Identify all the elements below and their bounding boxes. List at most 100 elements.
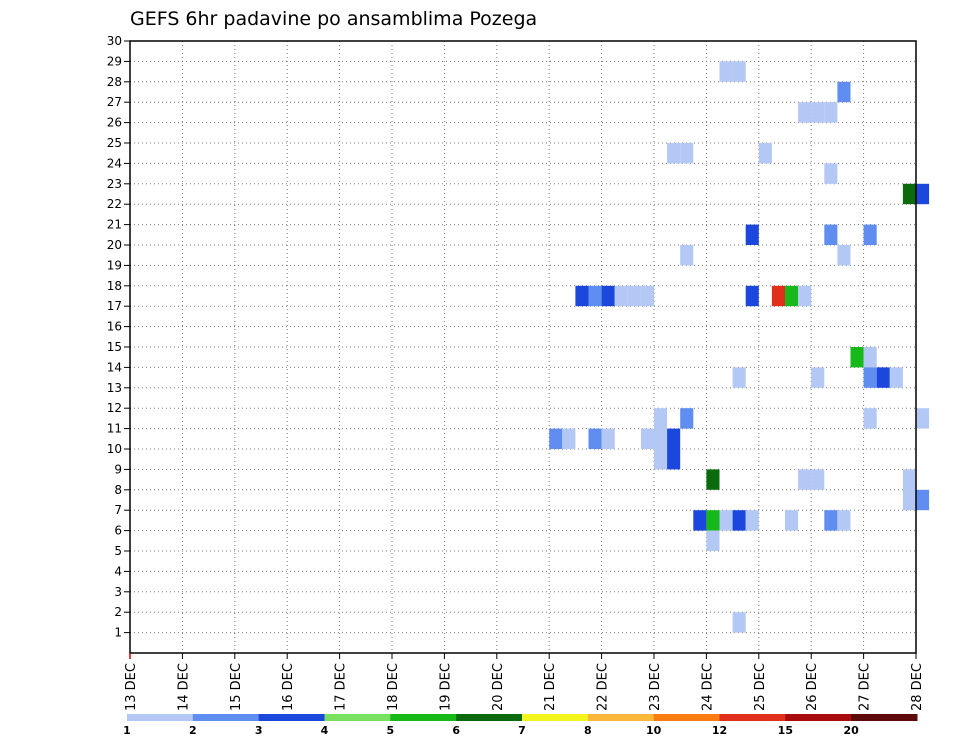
heatmap-cell — [837, 510, 851, 531]
y-tick-label: 12 — [107, 401, 122, 415]
heatmap-cell — [902, 183, 916, 205]
heatmap-cell — [785, 285, 799, 307]
x-tick-label: 20 DEC — [491, 663, 506, 711]
legend-label: 15 — [778, 724, 793, 737]
heatmap-cell — [654, 428, 668, 449]
heatmap-cell — [916, 183, 930, 205]
heatmap-cell — [680, 245, 694, 266]
y-tick-label: 22 — [107, 197, 122, 211]
heatmap-cell — [732, 61, 746, 82]
legend-label: 12 — [712, 724, 727, 737]
heatmap-cell — [771, 285, 785, 307]
x-tick-label: 28 DEC — [910, 663, 925, 711]
heatmap-cell — [824, 510, 838, 531]
heatmap-cell — [902, 469, 916, 490]
heatmap-cell — [811, 469, 825, 490]
legend-label: 3 — [255, 724, 263, 737]
legend-swatch — [719, 714, 786, 721]
heatmap-cell — [785, 510, 799, 531]
y-tick-label: 7 — [114, 503, 122, 517]
legend-swatch — [127, 714, 194, 721]
y-tick-label: 4 — [114, 564, 122, 578]
legend-swatch — [192, 714, 260, 721]
heatmap-cell — [575, 285, 589, 307]
y-tick-label: 20 — [107, 238, 122, 252]
heatmap-cell — [837, 245, 851, 266]
heatmap-cell — [863, 367, 877, 388]
heatmap-cell — [719, 510, 733, 531]
heatmap-cell — [745, 510, 759, 531]
x-tick-label: 23 DEC — [648, 663, 663, 711]
heatmap-cell — [889, 367, 903, 388]
y-tick-label: 5 — [114, 544, 122, 558]
y-tick-label: 18 — [107, 279, 122, 293]
y-tick-label: 14 — [107, 360, 122, 374]
x-tick-label: 14 DEC — [176, 663, 191, 711]
legend-swatch — [653, 714, 720, 721]
chart-title: GEFS 6hr padavine po ansamblima Pozega — [130, 8, 537, 30]
heatmap-cell — [706, 530, 720, 551]
legend-label: 8 — [584, 724, 592, 737]
heatmap-cell — [667, 428, 681, 449]
heatmap-cell — [706, 469, 720, 490]
y-tick-label: 25 — [107, 136, 122, 150]
heatmap-cell — [732, 612, 746, 633]
legend-swatch — [324, 714, 391, 721]
y-tick-label: 16 — [107, 320, 122, 334]
x-tick-label: 17 DEC — [334, 663, 349, 711]
y-tick-label: 21 — [107, 218, 122, 232]
heatmap-cell — [588, 428, 602, 449]
y-tick-label: 26 — [107, 116, 122, 130]
y-tick-label: 3 — [114, 585, 122, 599]
x-axis: 13 DEC 14 DEC 15 DEC 16 DEC 17 DEC 18 DEC 19 D… — [124, 653, 925, 711]
legend-swatch — [390, 714, 457, 721]
heatmap-cell — [667, 143, 681, 164]
y-tick-label: 27 — [107, 95, 122, 109]
y-tick-label: 24 — [107, 156, 122, 170]
y-tick-label: 23 — [107, 177, 122, 191]
y-tick-label: 29 — [107, 54, 122, 68]
x-tick-label: 19 DEC — [438, 663, 453, 711]
y-tick-label: 8 — [114, 483, 122, 497]
heatmap-cell — [627, 285, 641, 307]
legend-swatch — [785, 714, 852, 721]
heatmap-cell — [693, 510, 707, 531]
heatmap-cell — [811, 367, 825, 388]
x-tick-label: 26 DEC — [805, 663, 820, 711]
heatmap-cell — [588, 285, 602, 307]
grid — [129, 40, 917, 653]
heatmap-cell — [902, 489, 916, 511]
y-tick-label: 10 — [107, 442, 122, 456]
x-tick-label: 18 DEC — [386, 663, 401, 711]
y-tick-label: 11 — [107, 422, 122, 436]
heatmap-cell — [863, 408, 877, 429]
legend-label: 2 — [189, 724, 197, 737]
y-tick-label: 6 — [114, 524, 122, 538]
legend-label: 5 — [387, 724, 395, 737]
y-tick-label: 28 — [107, 75, 122, 89]
legend-swatch — [258, 714, 325, 721]
legend-label: 7 — [518, 724, 526, 737]
heatmap-cell — [654, 408, 668, 429]
color-legend: 1 2 3 4 5 6 7 8 10 12 15 20 — [123, 714, 918, 737]
heatmap-cell — [732, 510, 746, 531]
y-tick-label: 13 — [107, 381, 122, 395]
y-tick-label: 1 — [114, 626, 122, 640]
heatmap-cell — [601, 428, 615, 449]
y-tick-label: 30 — [107, 34, 122, 48]
legend-label: 20 — [844, 724, 860, 737]
x-tick-label: 13 DEC — [124, 663, 139, 711]
heatmap-cell — [614, 285, 628, 307]
y-axis: 1234567891011121314151617181920212223242… — [107, 34, 130, 640]
heatmap-cell — [562, 428, 576, 449]
heatmap-cell — [745, 285, 759, 307]
x-tick-label: 22 DEC — [596, 663, 611, 711]
heatmap-cell — [916, 408, 930, 429]
x-tick-label: 24 DEC — [700, 663, 715, 711]
heatmap-cell — [798, 469, 812, 490]
heatmap-cell — [824, 102, 838, 123]
heatmap-cell — [745, 224, 759, 245]
heatmap-cell — [798, 102, 812, 123]
heatmap-cells — [549, 61, 930, 633]
legend-swatch — [522, 714, 589, 721]
